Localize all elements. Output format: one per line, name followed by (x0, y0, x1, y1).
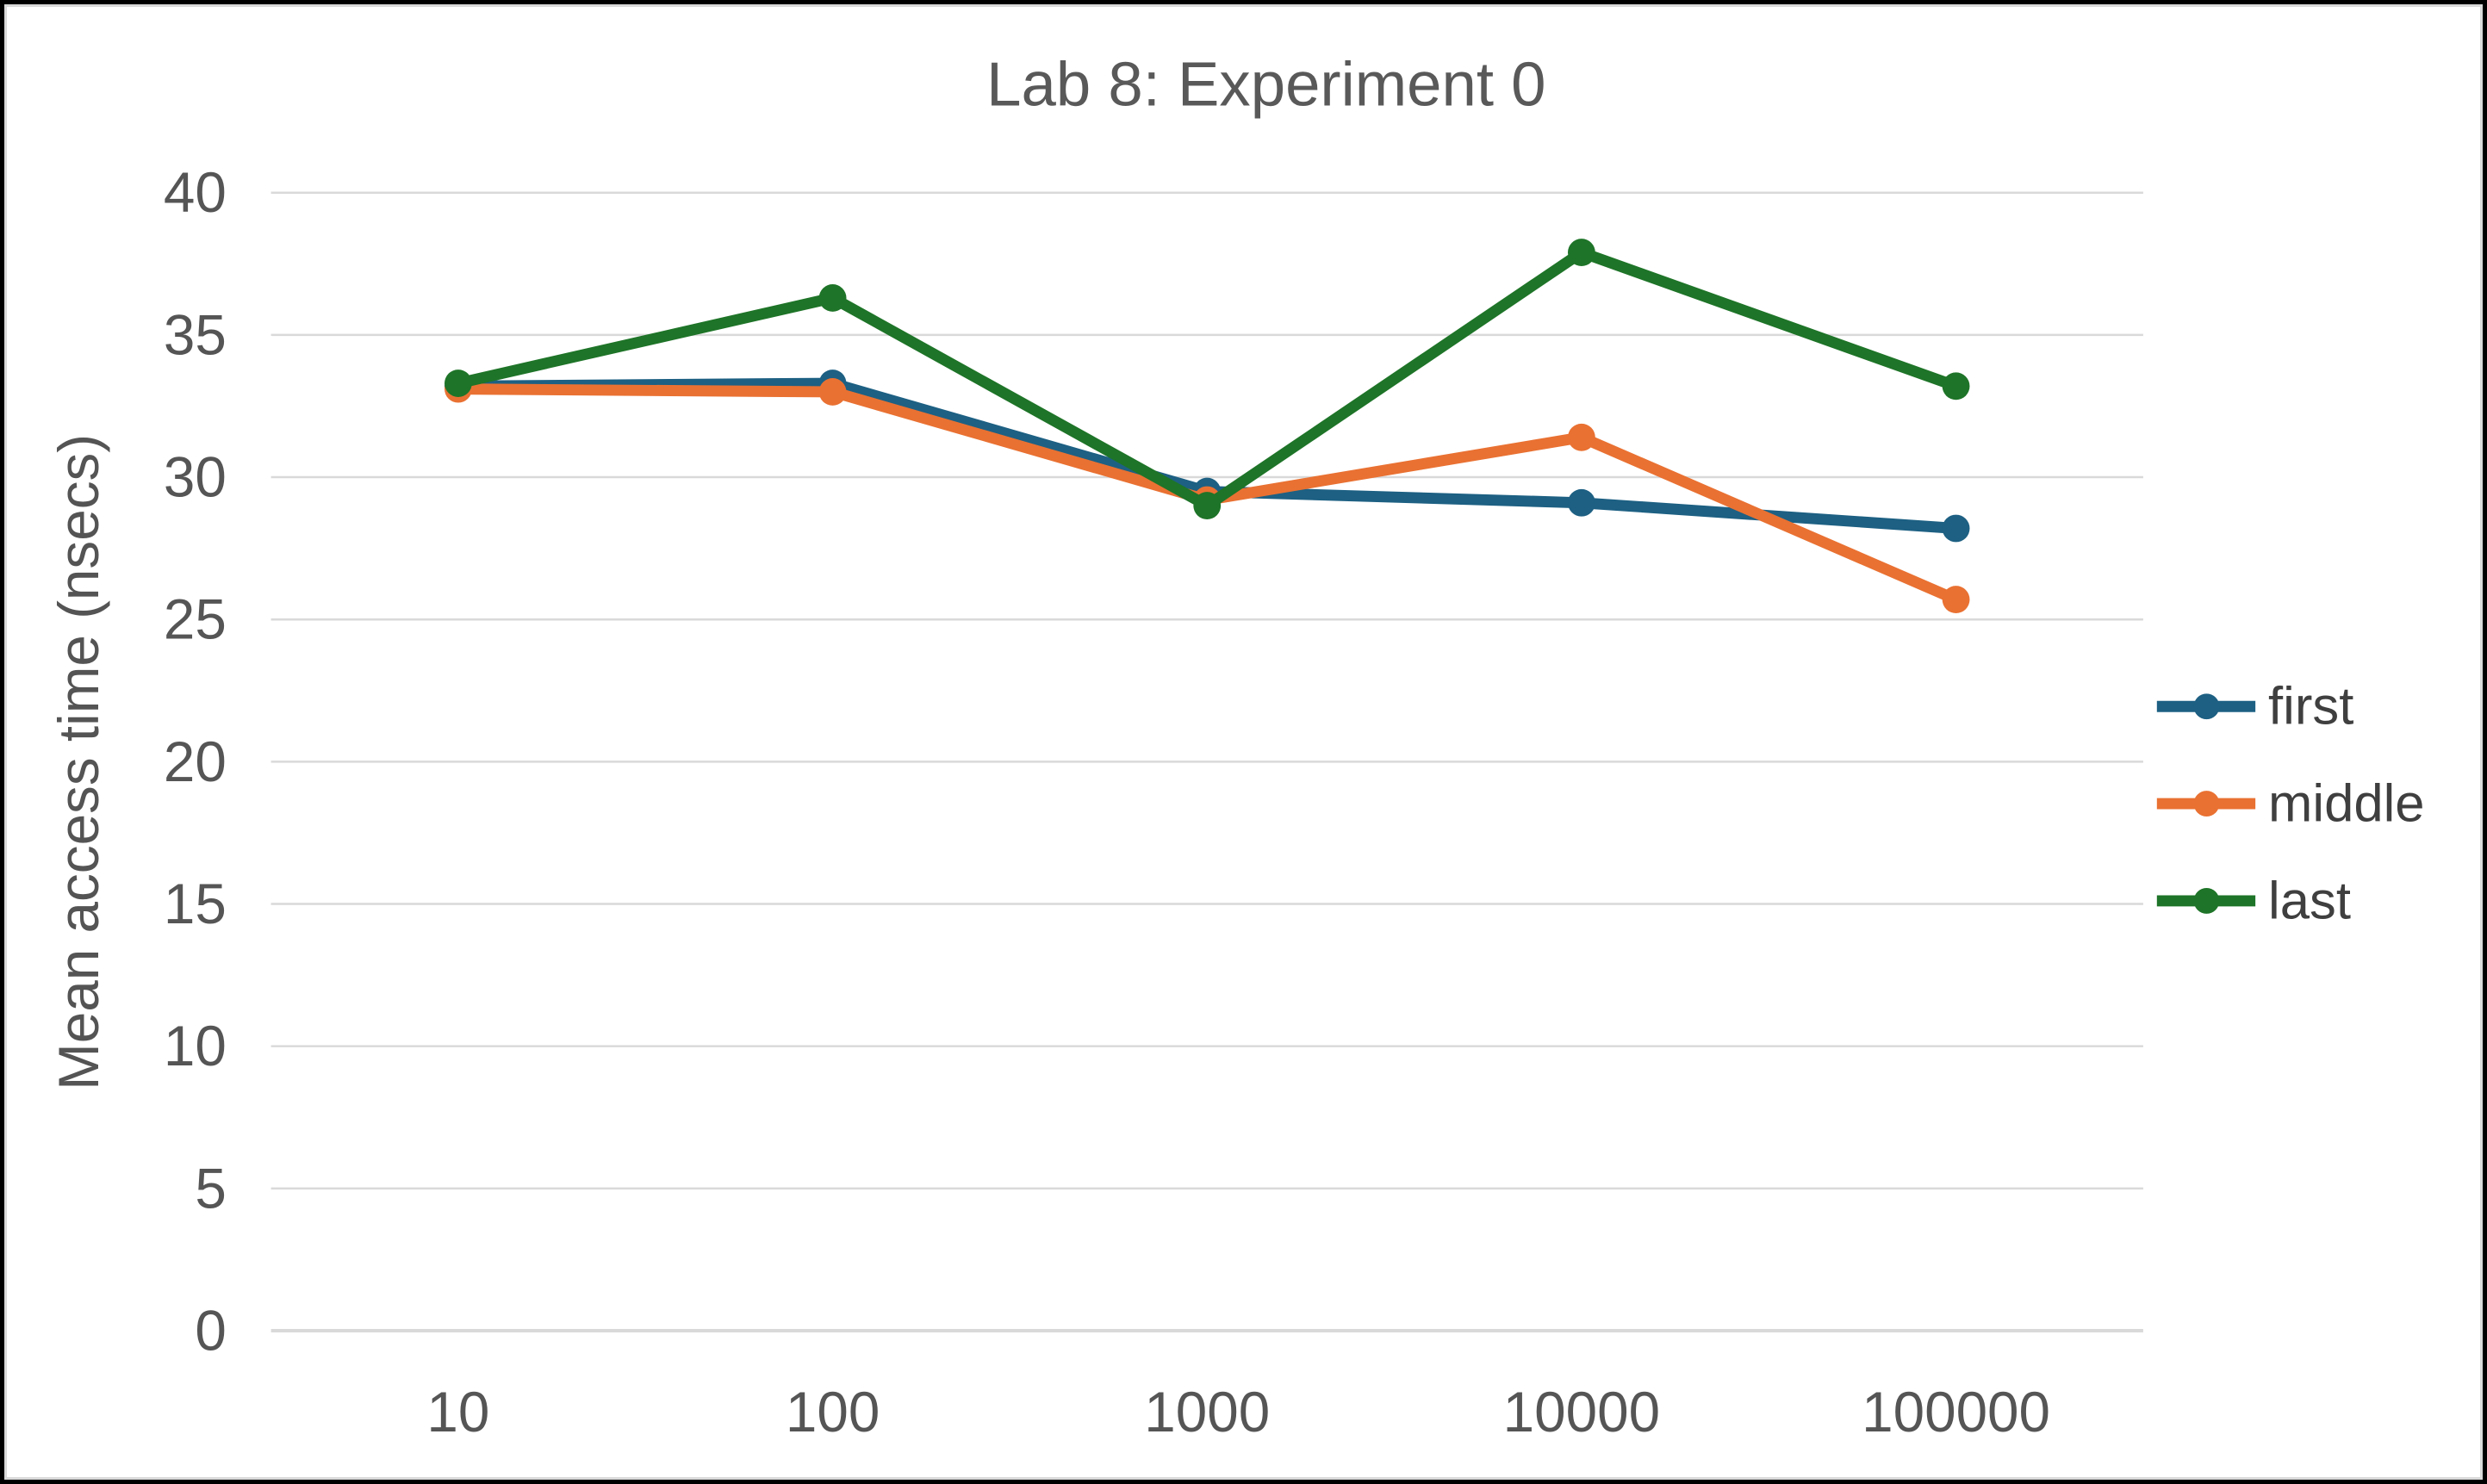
legend-item-first: first (2156, 677, 2353, 736)
legend-label: last (2268, 871, 2351, 930)
y-tick-label: 30 (164, 446, 227, 509)
legend-item-middle: middle (2156, 774, 2425, 834)
legend-marker-icon (2193, 888, 2220, 914)
y-axis-tick-labels: 0 5 10 15 20 25 30 35 40 (164, 161, 227, 1362)
y-tick-label: 15 (164, 872, 227, 935)
legend: first middle last (2156, 677, 2425, 930)
marker-middle-100 (818, 378, 847, 406)
chart-title: Lab 8: Experiment 0 (986, 49, 1545, 119)
marker-first-10000 (1568, 488, 1595, 517)
x-tick-label: 100 (786, 1381, 880, 1444)
y-tick-label: 10 (164, 1015, 227, 1077)
marker-last-10000 (1568, 239, 1595, 266)
marker-middle-10000 (1568, 423, 1595, 451)
series-plot-area (445, 239, 1970, 613)
y-tick-label: 40 (164, 161, 227, 224)
y-tick-label: 0 (195, 1300, 227, 1363)
y-tick-label: 20 (164, 730, 227, 793)
marker-last-100000 (1942, 372, 1970, 400)
x-tick-label: 100000 (1862, 1381, 2050, 1444)
legend-label: middle (2268, 774, 2425, 834)
y-tick-label: 5 (195, 1157, 227, 1220)
x-tick-label: 1000 (1144, 1381, 1270, 1444)
x-tick-label: 10000 (1503, 1381, 1660, 1444)
gridlines (270, 191, 2143, 1332)
marker-last-100 (818, 284, 847, 312)
chart-inner-border (4, 4, 2483, 1480)
marker-first-100000 (1942, 514, 1970, 543)
x-tick-label: 10 (426, 1381, 489, 1444)
marker-middle-100000 (1942, 586, 1970, 613)
x-axis-tick-labels: 10 100 1000 10000 100000 (426, 1381, 2050, 1444)
legend-item-last: last (2156, 871, 2351, 930)
legend-marker-icon (2193, 791, 2220, 817)
line-chart: 0 5 10 15 20 25 30 35 40 10 100 1000 10000 100000 fi… (47, 49, 2425, 1444)
marker-last-10 (445, 369, 472, 397)
legend-label: first (2268, 677, 2353, 736)
legend-marker-icon (2193, 693, 2220, 720)
y-tick-label: 35 (164, 303, 227, 366)
y-tick-label: 25 (164, 588, 227, 651)
y-axis-title: Mean access time (nsecs) (47, 434, 110, 1090)
marker-last-1000 (1193, 492, 1222, 519)
